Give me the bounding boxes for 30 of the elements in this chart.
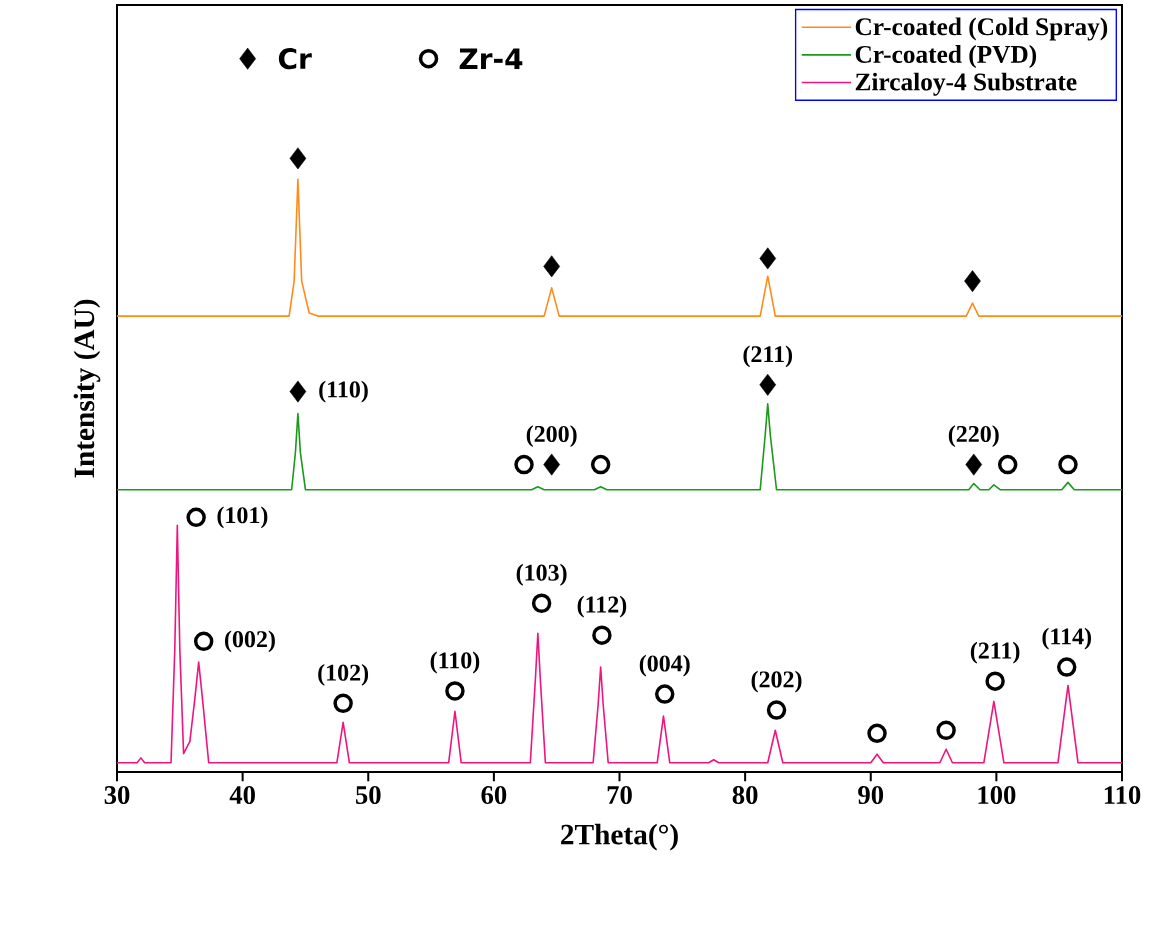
legend-label: Cr-coated (Cold Spray) xyxy=(855,17,1108,41)
annotation: (103) xyxy=(516,563,567,586)
annotation: (202) xyxy=(751,670,802,693)
annotation: (002) xyxy=(225,630,275,653)
annotation: (211) xyxy=(743,345,793,368)
x-tick-label: 30 xyxy=(104,786,130,805)
x-tick-label: 80 xyxy=(732,786,758,805)
legend-label: Cr-coated (PVD) xyxy=(855,45,1037,69)
annotation: (004) xyxy=(639,654,690,677)
x-tick-label: 90 xyxy=(858,786,884,805)
legend-label: Zircaloy-4 Substrate xyxy=(855,72,1077,96)
annotation: (102) xyxy=(318,663,369,686)
annotation: (200) xyxy=(526,425,577,447)
x-tick-label: 110 xyxy=(1104,786,1141,805)
legend-label: Zr-4 xyxy=(459,48,523,69)
legend-label: Cr xyxy=(278,48,312,70)
x-tick-label: 40 xyxy=(229,786,255,805)
x-tick-label: 100 xyxy=(978,786,1016,805)
x-tick-label: 60 xyxy=(481,786,507,805)
annotation: (211) xyxy=(970,641,1020,664)
x-tick-label: 70 xyxy=(607,786,632,805)
annotation: (110) xyxy=(430,651,480,674)
annotation: (110) xyxy=(319,380,368,403)
annotation: (220) xyxy=(948,425,999,447)
annotation: (112) xyxy=(577,595,627,618)
x-tick-label: 50 xyxy=(355,786,381,805)
annotation: (101) xyxy=(217,506,268,529)
annotation: (114) xyxy=(1042,627,1092,650)
y-axis-title: Intensity (AU) xyxy=(73,299,101,478)
x-axis-title: 2Theta(°) xyxy=(561,823,678,851)
